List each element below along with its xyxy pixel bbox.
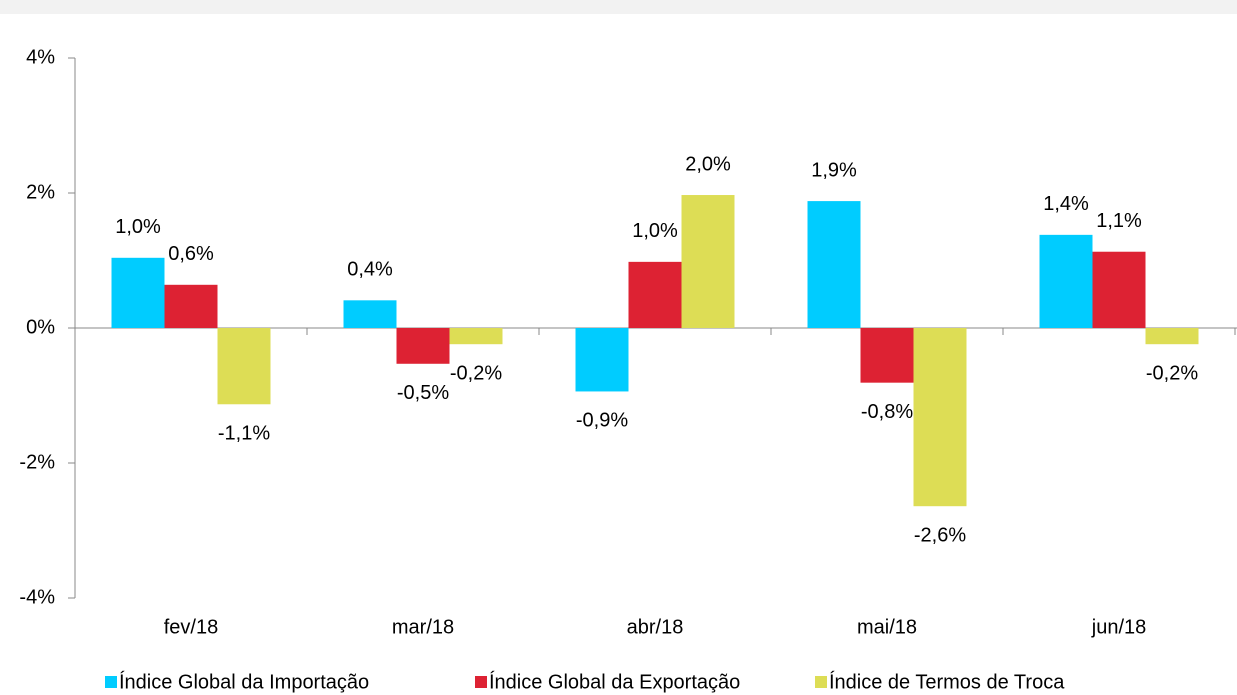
bar	[807, 201, 861, 328]
bar	[111, 257, 165, 328]
legend-label: Índice Global da Importação	[119, 670, 369, 693]
bar	[217, 328, 271, 405]
bar	[396, 328, 450, 364]
value-label: 1,9%	[811, 159, 857, 181]
bar	[1039, 234, 1093, 328]
value-label: 1,4%	[1043, 193, 1089, 215]
value-label: -0,2%	[450, 362, 502, 384]
value-label: -0,5%	[397, 382, 449, 404]
legend-swatch	[475, 676, 487, 688]
y-tick-label: 0%	[26, 316, 55, 338]
x-tick-label: jun/18	[1091, 616, 1147, 638]
bar	[1092, 251, 1146, 328]
legend-swatch	[815, 676, 827, 688]
x-tick-label: mar/18	[392, 616, 454, 638]
value-label: 0,6%	[168, 243, 214, 265]
value-label: -0,2%	[1146, 362, 1198, 384]
y-tick-label: -4%	[19, 586, 55, 608]
y-tick-label: 2%	[26, 181, 55, 203]
legend-label: Índice Global da Exportação	[489, 670, 740, 693]
y-tick-label: -2%	[19, 451, 55, 473]
x-tick-label: abr/18	[627, 616, 684, 638]
x-tick-label: mai/18	[857, 616, 917, 638]
bar	[575, 328, 629, 392]
bar	[164, 284, 218, 328]
bar	[860, 328, 914, 383]
y-tick-label: 4%	[26, 46, 55, 68]
legend-swatch	[105, 676, 117, 688]
value-label: -0,8%	[861, 401, 913, 423]
bar	[343, 300, 397, 328]
value-label: 0,4%	[347, 259, 393, 281]
value-label: -1,1%	[218, 423, 270, 445]
value-label: -0,9%	[576, 410, 628, 432]
bar	[1145, 328, 1199, 345]
value-label: 1,0%	[115, 216, 161, 238]
value-label: 1,1%	[1096, 210, 1142, 232]
value-label: 2,0%	[685, 153, 731, 175]
bar	[681, 195, 735, 328]
bar	[628, 261, 682, 328]
legend-label: Índice de Termos de Troca	[829, 670, 1065, 693]
x-tick-label: fev/18	[164, 616, 218, 638]
bar	[913, 328, 967, 507]
value-label: 1,0%	[632, 220, 678, 242]
bar	[449, 328, 503, 345]
value-label: -2,6%	[914, 524, 966, 546]
